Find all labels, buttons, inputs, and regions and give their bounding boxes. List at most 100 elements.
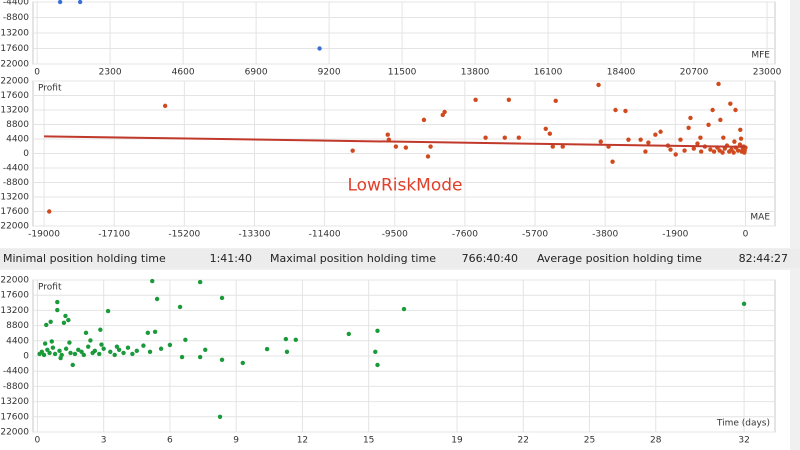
x-tick-label: 32 xyxy=(738,436,749,446)
point xyxy=(710,107,715,113)
y-tick-label: 4400 xyxy=(6,336,29,346)
point xyxy=(47,209,52,214)
x-tick-label: -17100 xyxy=(98,230,130,240)
point xyxy=(50,345,56,350)
x-tick-label: 12 xyxy=(297,436,308,446)
point xyxy=(695,141,700,146)
point xyxy=(67,340,72,345)
point xyxy=(516,135,522,140)
x-tick-label: -19000 xyxy=(28,230,60,240)
point xyxy=(728,101,733,106)
point xyxy=(668,147,673,152)
point xyxy=(598,139,603,144)
y-tick-label: -22000 xyxy=(0,222,29,232)
point xyxy=(121,350,126,356)
point xyxy=(718,117,723,123)
x-tick-label: 22 xyxy=(518,436,529,446)
x-tick-label: -5700 xyxy=(522,230,548,240)
x-axis-label: Time (days) xyxy=(716,419,770,429)
x-tick-label: 0 xyxy=(35,436,41,446)
point xyxy=(623,108,628,114)
point xyxy=(375,328,380,333)
point xyxy=(506,97,512,102)
point xyxy=(473,97,478,102)
point xyxy=(105,308,111,314)
y-tick-label: 17600 xyxy=(0,291,29,301)
point xyxy=(177,304,183,310)
y-tick-label: 4400 xyxy=(6,135,29,145)
y-tick-label: -4400 xyxy=(3,164,29,174)
y-tick-label: 8800 xyxy=(6,120,29,130)
point xyxy=(658,129,663,134)
trend-line xyxy=(44,135,746,148)
point xyxy=(428,144,433,149)
point xyxy=(732,139,737,144)
point xyxy=(99,342,104,347)
point xyxy=(741,301,747,307)
point xyxy=(152,329,158,335)
point xyxy=(638,137,643,142)
point xyxy=(76,347,81,352)
y-tick-label: 22000 xyxy=(0,276,29,286)
point xyxy=(92,348,98,354)
point xyxy=(47,350,52,356)
x-axis-label: MFE xyxy=(751,51,770,61)
point xyxy=(691,146,696,151)
point xyxy=(293,337,298,342)
x-tick-label: 20700 xyxy=(680,68,709,78)
point xyxy=(240,360,245,366)
y-tick-label: 17600 xyxy=(0,91,29,101)
x-tick-label: 2300 xyxy=(99,68,122,78)
point xyxy=(88,338,93,343)
point xyxy=(134,348,139,354)
point xyxy=(86,344,91,349)
point xyxy=(44,322,49,328)
stat-value: 82:44:27 xyxy=(739,252,788,265)
x-tick-label: 28 xyxy=(650,436,662,446)
point xyxy=(55,307,60,313)
point xyxy=(41,352,47,358)
x-tick-label: 0 xyxy=(743,230,749,240)
point xyxy=(673,152,678,157)
x-tick-label: 9 xyxy=(233,436,239,446)
point xyxy=(167,342,173,348)
y-tick-label: -8800 xyxy=(3,13,29,23)
x-tick-label: 4600 xyxy=(172,68,195,78)
point xyxy=(63,313,68,319)
point xyxy=(610,159,615,164)
point xyxy=(553,98,558,103)
point xyxy=(721,135,726,140)
point xyxy=(613,107,618,113)
x-tick-label: 25 xyxy=(584,436,595,446)
point xyxy=(108,349,113,355)
point xyxy=(197,279,203,285)
x-tick-label: 11500 xyxy=(388,68,417,78)
point xyxy=(678,137,683,142)
x-tick-label: -15200 xyxy=(168,230,200,240)
point xyxy=(643,149,648,154)
point xyxy=(653,132,658,137)
x-tick-label: 19 xyxy=(451,436,463,446)
x-tick-label: 3 xyxy=(101,436,107,446)
point xyxy=(425,154,431,159)
x-tick-label: 23000 xyxy=(753,68,782,78)
point xyxy=(98,327,103,332)
x-tick-label: -1900 xyxy=(662,230,688,240)
stat-label: Minimal position holding time xyxy=(3,252,166,265)
point xyxy=(716,81,721,87)
point xyxy=(421,117,427,123)
point xyxy=(112,352,117,358)
point xyxy=(49,339,54,344)
y-tick-label: -13200 xyxy=(0,193,29,203)
point xyxy=(217,414,223,419)
point xyxy=(39,349,45,355)
y-axis-label: Profit xyxy=(38,84,62,94)
point xyxy=(547,131,553,136)
point xyxy=(58,355,63,361)
point xyxy=(682,148,687,153)
point xyxy=(317,46,322,51)
point xyxy=(116,347,122,352)
point xyxy=(733,107,738,113)
